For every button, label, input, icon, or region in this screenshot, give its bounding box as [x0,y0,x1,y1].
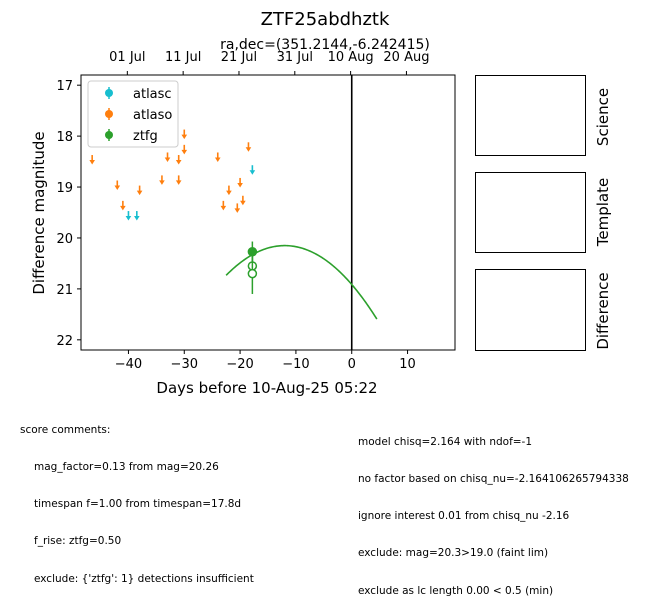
top-tick-label: 01 Jul [109,50,145,65]
comment-line: exclude: {'ztfg': 1} detections insuffic… [34,572,254,585]
x-tick-label: −20 [226,357,253,372]
light-curve-plot: −40 −30 −20 −10 0 10 17 18 19 20 21 22 01 Jul 11 Jul 2… [56,50,456,372]
y-tick-label: 17 [56,79,73,94]
science-panel [475,75,586,156]
upper-limit-arrowhead [136,190,143,196]
y-tick-label: 21 [56,283,73,298]
x-tick-label: −40 [115,357,142,372]
y-tick-label: 19 [56,181,73,196]
difference-panel [475,269,586,351]
chart-title: ZTF25abdhztk [261,9,390,30]
comment-line: exclude: mag=20.3>19.0 (faint lim) [358,547,549,560]
upper-limit-arrowhead [226,190,232,196]
top-tick-label: 20 Aug [383,50,429,65]
legend-label: ztfg [133,129,158,144]
upper-limit-arrowhead [164,157,171,162]
comment-line: f_rise: ztfg=0.50 [34,535,122,548]
x-tick-label: −30 [171,357,198,372]
upper-limit-arrowhead [237,182,243,188]
ztfg-detection [247,253,258,294]
atlaso-upper-limit [214,152,221,162]
legend-item-atlasc: atlasc [105,87,172,102]
atlaso-upper-limit [245,142,252,152]
comment-line: exclude as lc length 0.00 < 0.5 (min) [358,584,554,597]
top-tick-label: 31 Jul [277,50,313,65]
upper-limit-arrowhead [249,170,256,175]
comment-line: no factor based on chisq_nu=-2.164106265… [358,473,629,486]
upper-limit-arrowhead [234,208,241,213]
legend-item-atlaso: atlaso [105,108,172,123]
upper-limit-arrowhead [134,216,140,221]
atlaso-upper-limit [240,195,246,206]
ztfg-model-curve [225,244,378,320]
score-comments-heading: score comments: [20,423,111,436]
upper-limit-arrowhead [220,205,227,211]
upper-limit-arrowhead [240,200,246,206]
difference-label: Difference [594,272,612,349]
legend-marker [105,110,113,118]
y-tick-label: 22 [56,334,73,349]
atlaso-upper-limit [234,203,241,213]
atlaso-upper-limit [175,175,182,185]
upper-limit-arrowhead [120,205,126,211]
y-axis-label: Difference magnitude [30,131,48,294]
data-layer [89,75,378,350]
figure: ZTF25abdhztk ra,dec=(351.2144,-6.242415)… [30,9,612,397]
atlaso-upper-limit [226,185,232,196]
legend-box [87,80,179,148]
atlaso-upper-limit [175,155,182,165]
atlaso-upper-limit [237,177,243,188]
legend-item-ztfg: ztfg [105,129,158,144]
chart-subtitle: ra,dec=(351.2144,-6.242415) [220,37,430,53]
model-comments: model chisq=2.164 with ndof=-1 no factor… [358,411,629,610]
y-tick-label: 18 [56,130,73,145]
atlaso-upper-limit [164,152,171,162]
upper-limit-arrowhead [175,180,182,185]
top-tick-label: 10 Aug [328,50,374,65]
upper-limit-arrowhead [175,160,182,165]
upper-limit-arrowhead [181,149,188,155]
upper-limit-arrowhead [125,216,132,221]
atlaso-upper-limit [181,129,188,140]
atlaso-upper-limit [136,185,143,196]
atlaso-upper-limit [114,180,121,190]
template-label: Template [594,178,612,247]
legend-marker [105,89,113,97]
science-label: Science [594,88,612,146]
upper-limit-arrowhead [245,147,252,152]
upper-limit-arrowhead [181,134,188,140]
legend: atlasc atlaso ztfg [87,80,179,148]
x-axis-label: Days before 10-Aug-25 05:22 [156,379,377,397]
atlaso-upper-limit [181,144,188,155]
x-tick-label: −10 [282,357,309,372]
top-tick-label: 11 Jul [165,50,201,65]
plot-frame [80,74,456,351]
comment-line: mag_factor=0.13 from mag=20.26 [34,461,219,474]
atlaso-upper-limit [220,200,227,211]
atlaso-upper-limit [89,155,95,165]
atlaso-upper-limit [120,200,126,211]
top-tick-label: 21 Jul [221,50,257,65]
atlasc-upper-limit [125,211,132,221]
upper-limit-arrowhead [114,185,121,190]
y-tick-label: 20 [56,232,73,247]
x-tick-label: 10 [399,357,416,372]
upper-limit-arrowhead [159,180,165,185]
atlasc-upper-limit [134,211,140,221]
comment-line: model chisq=2.164 with ndof=-1 [358,435,533,448]
detection-marker [247,268,258,279]
upper-limit-arrowhead [214,157,221,162]
legend-label: atlasc [133,87,172,102]
upper-limit-arrowhead [89,160,95,165]
legend-label: atlaso [133,108,172,123]
atlasc-upper-limit [249,165,256,175]
score-comments: score comments: mag_factor=0.13 from mag… [20,399,254,598]
atlaso-upper-limit [159,175,165,185]
template-panel [475,172,586,253]
comment-line: ignore interest 0.01 from chisq_nu -2.16 [358,510,570,523]
x-tick-label: 0 [348,357,356,372]
comment-line: timespan f=1.00 from timespan=17.8d [34,498,242,511]
legend-marker [105,131,113,139]
